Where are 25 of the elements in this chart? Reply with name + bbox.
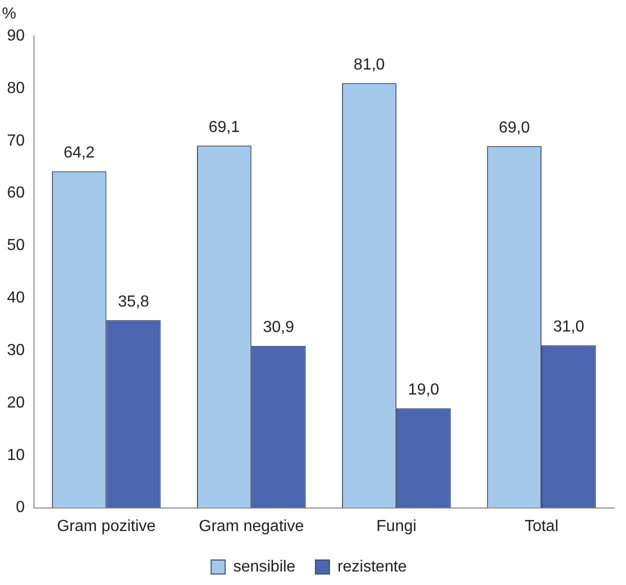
y-tick-label: 70 xyxy=(7,132,25,150)
y-axis-title: % xyxy=(2,5,16,22)
legend-label: rezistente xyxy=(337,558,407,576)
data-label: 64,2 xyxy=(64,144,95,162)
x-tick-label: Fungi xyxy=(376,518,416,535)
data-label: 69,1 xyxy=(208,118,240,136)
y-tick-label: 60 xyxy=(7,184,25,202)
x-tick-label: Total xyxy=(524,518,558,535)
y-tick-label: 0 xyxy=(16,499,25,516)
y-tick-label: 50 xyxy=(7,237,25,254)
y-tick-label: 20 xyxy=(7,394,25,412)
data-label: 19,0 xyxy=(408,382,440,399)
data-label: 35,8 xyxy=(118,294,150,311)
y-tick-label: 80 xyxy=(7,80,25,97)
y-tick-label: 90 xyxy=(7,27,25,44)
y-tick-label: 40 xyxy=(7,290,25,307)
y-tick-label: 10 xyxy=(7,446,25,464)
x-tick-label: Gram negative xyxy=(198,518,304,535)
x-tick-label: Gram pozitive xyxy=(56,518,156,535)
y-tick-label: 30 xyxy=(7,342,25,359)
legend-label: sensibile xyxy=(233,558,296,576)
data-label: 31,0 xyxy=(553,318,584,336)
data-label: 30,9 xyxy=(263,319,294,336)
data-label: 81,0 xyxy=(354,56,385,74)
data-label: 69,0 xyxy=(498,119,530,136)
